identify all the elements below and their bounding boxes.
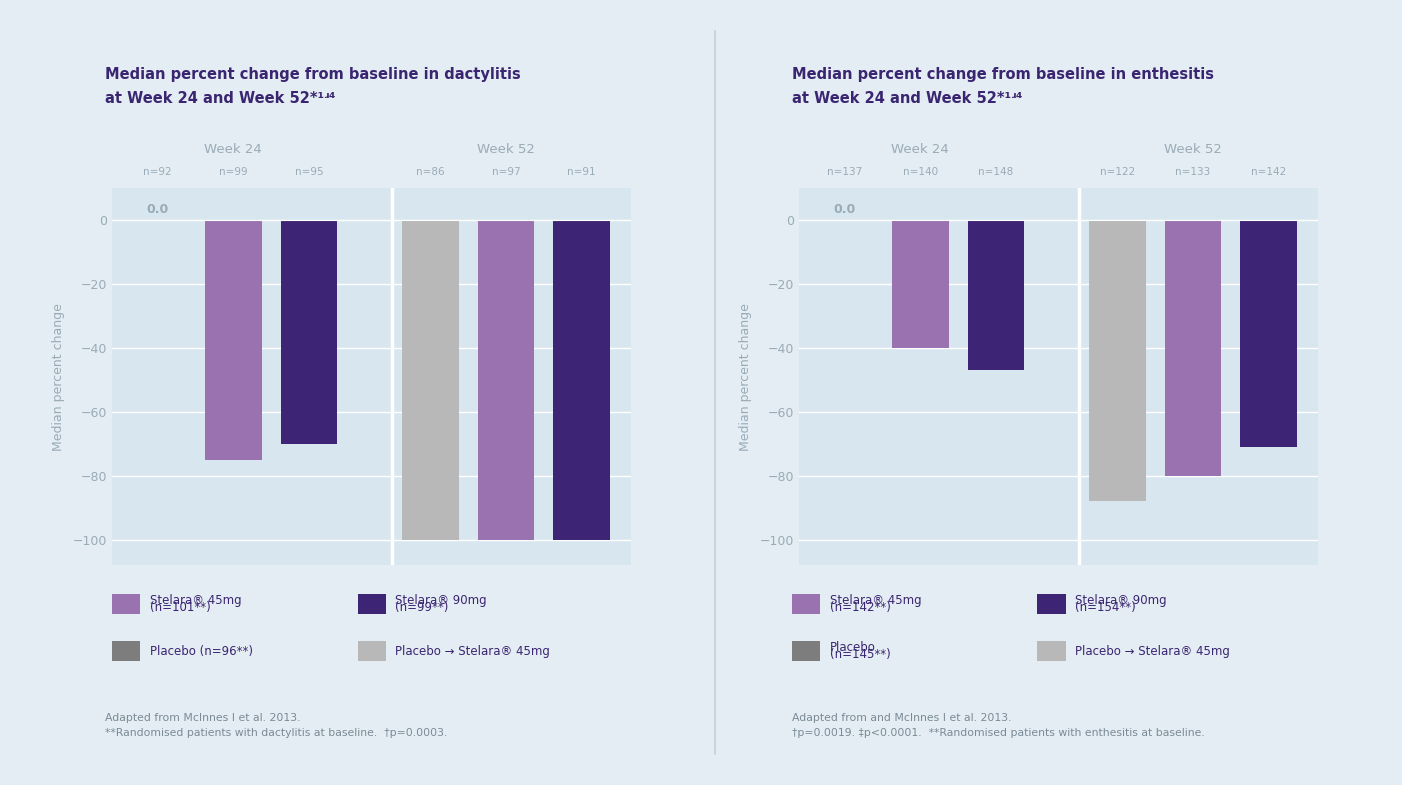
Text: Stelara® 90mg: Stelara® 90mg	[1075, 594, 1166, 608]
Text: n=142: n=142	[1251, 167, 1286, 177]
Text: (n=101**): (n=101**)	[150, 601, 210, 614]
Y-axis label: Median percent change: Median percent change	[52, 303, 64, 451]
Bar	[1089, 221, 1145, 502]
Bar	[402, 221, 458, 539]
Text: (n=142**): (n=142**)	[830, 601, 890, 614]
Text: Adapted from McInnes I et al. 2013.: Adapted from McInnes I et al. 2013.	[105, 713, 300, 723]
Text: †p=0.0019. ‡p<0.0001.  **Randomised patients with enthesitis at baseline.: †p=0.0019. ‡p<0.0001. **Randomised patie…	[792, 728, 1204, 739]
Bar	[967, 221, 1025, 371]
Text: (n=154**): (n=154**)	[1075, 601, 1136, 614]
Text: Median percent change from baseline in dactylitis: Median percent change from baseline in d…	[105, 68, 522, 82]
Text: Stelara® 90mg: Stelara® 90mg	[395, 594, 486, 608]
Text: Stelara® 45mg: Stelara® 45mg	[150, 594, 241, 608]
Text: Adapted from and McInnes I et al. 2013.: Adapted from and McInnes I et al. 2013.	[792, 713, 1012, 723]
Text: n=140: n=140	[903, 167, 938, 177]
Text: (n=145**): (n=145**)	[830, 648, 890, 661]
Bar	[1165, 221, 1221, 476]
Bar	[1241, 221, 1297, 447]
Text: 0.0: 0.0	[146, 203, 168, 216]
Y-axis label: Median percent change: Median percent change	[739, 303, 751, 451]
Text: Week 52: Week 52	[1164, 144, 1223, 156]
Text: 0.0: 0.0	[833, 203, 855, 216]
Text: Week 24: Week 24	[205, 144, 262, 156]
Bar	[205, 221, 262, 460]
Text: Median percent change from baseline in enthesitis: Median percent change from baseline in e…	[792, 68, 1214, 82]
Bar	[280, 221, 338, 444]
Text: **Randomised patients with dactylitis at baseline.  †p=0.0003.: **Randomised patients with dactylitis at…	[105, 728, 447, 739]
Bar	[554, 221, 610, 539]
Text: n=86: n=86	[416, 167, 444, 177]
Text: n=99: n=99	[219, 167, 248, 177]
Text: n=122: n=122	[1099, 167, 1134, 177]
Text: Week 24: Week 24	[892, 144, 949, 156]
Text: n=148: n=148	[979, 167, 1014, 177]
Text: Stelara® 45mg: Stelara® 45mg	[830, 594, 921, 608]
Text: n=91: n=91	[568, 167, 596, 177]
Text: Placebo → Stelara® 45mg: Placebo → Stelara® 45mg	[1075, 644, 1230, 658]
Text: n=95: n=95	[294, 167, 324, 177]
Text: Placebo (n=96**): Placebo (n=96**)	[150, 644, 252, 658]
Text: at Week 24 and Week 52*¹ʴ⁴: at Week 24 and Week 52*¹ʴ⁴	[105, 91, 335, 106]
Text: at Week 24 and Week 52*¹ʴ⁴: at Week 24 and Week 52*¹ʴ⁴	[792, 91, 1022, 106]
Text: Placebo: Placebo	[830, 641, 876, 655]
Bar	[478, 221, 534, 539]
Text: (n=99**): (n=99**)	[395, 601, 449, 614]
Text: Placebo → Stelara® 45mg: Placebo → Stelara® 45mg	[395, 644, 550, 658]
Text: n=137: n=137	[827, 167, 862, 177]
Text: n=97: n=97	[492, 167, 520, 177]
Bar	[892, 221, 949, 348]
Text: Week 52: Week 52	[477, 144, 536, 156]
Text: n=92: n=92	[143, 167, 172, 177]
Text: n=133: n=133	[1175, 167, 1210, 177]
